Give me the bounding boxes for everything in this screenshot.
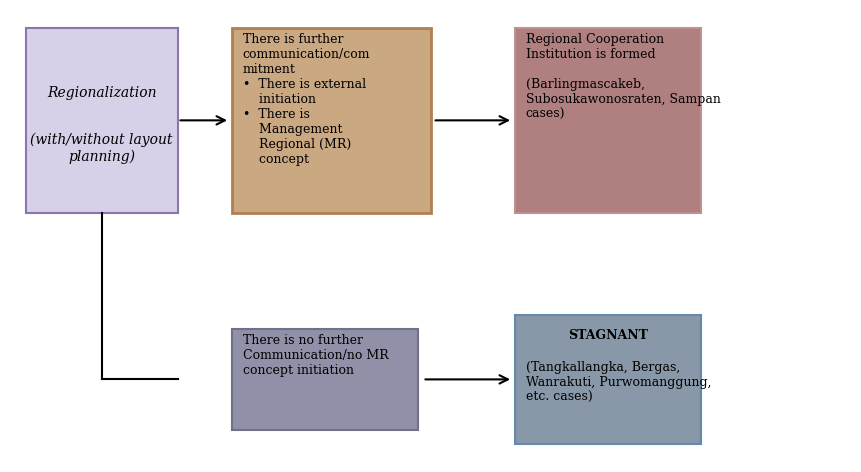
Text: Regional Cooperation
Institution is formed

(Barlingmascakeb,
Subosukawonosraten: Regional Cooperation Institution is form…	[525, 34, 720, 121]
Text: STAGNANT: STAGNANT	[567, 329, 647, 342]
Text: (Tangkallangka, Bergas,
Wanrakuti, Purwomanggung,
etc. cases): (Tangkallangka, Bergas, Wanrakuti, Purwo…	[525, 361, 710, 404]
Bar	[232, 329, 418, 430]
Text: There is further
communication/com
mitment
•  There is external
    initiation
•: There is further communication/com mitme…	[242, 34, 369, 167]
Text: (with/without layout
planning): (with/without layout planning)	[30, 133, 172, 164]
Text: There is no further
Communication/no MR
concept initiation: There is no further Communication/no MR …	[242, 334, 388, 377]
Text: Regionalization: Regionalization	[46, 85, 156, 100]
Bar	[26, 28, 177, 213]
Bar	[232, 28, 430, 213]
Bar	[515, 28, 701, 213]
Bar	[515, 315, 701, 444]
